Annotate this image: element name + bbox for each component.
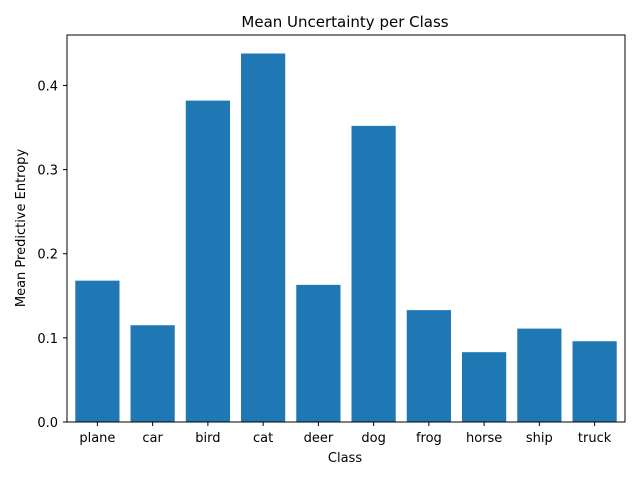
y-tick-label-2: 0.2 — [37, 248, 58, 263]
bar-cat — [241, 53, 286, 422]
x-axis-label: Class — [328, 451, 362, 466]
bar-dog — [351, 125, 396, 423]
x-tick-label-bird: bird — [195, 431, 220, 446]
bar-deer — [296, 284, 341, 422]
x-tick-label-deer: deer — [304, 431, 334, 446]
y-tick-label-0: 0.0 — [37, 416, 58, 431]
plot-frame — [66, 34, 626, 423]
bar-plane — [75, 280, 120, 422]
y-axis-label: Mean Predictive Entropy — [14, 149, 29, 308]
x-tick-label-frog: frog — [416, 431, 442, 446]
x-tick-label-plane: plane — [79, 431, 115, 446]
x-tick-label-truck: truck — [578, 431, 612, 446]
y-tick-label-1: 0.1 — [37, 332, 58, 347]
plot-area: plane car bird cat deer dog frog horse ship truck… — [37, 34, 626, 446]
chart-title: Mean Uncertainty per Class — [241, 13, 448, 31]
y-tick-label-4: 0.4 — [37, 79, 58, 94]
x-tick-label-dog: dog — [361, 431, 385, 446]
bar-ship — [517, 328, 562, 422]
y-tick-label-3: 0.3 — [37, 164, 58, 179]
x-tick-label-ship: ship — [526, 431, 553, 446]
bar-horse — [462, 352, 507, 422]
x-tick-label-horse: horse — [466, 431, 502, 446]
x-tick-label-car: car — [142, 431, 163, 446]
bar-truck — [572, 341, 617, 422]
x-tick-label-cat: cat — [253, 431, 273, 446]
bar-bird — [185, 100, 230, 423]
bar-car — [130, 325, 175, 422]
bar-frog — [406, 310, 451, 422]
